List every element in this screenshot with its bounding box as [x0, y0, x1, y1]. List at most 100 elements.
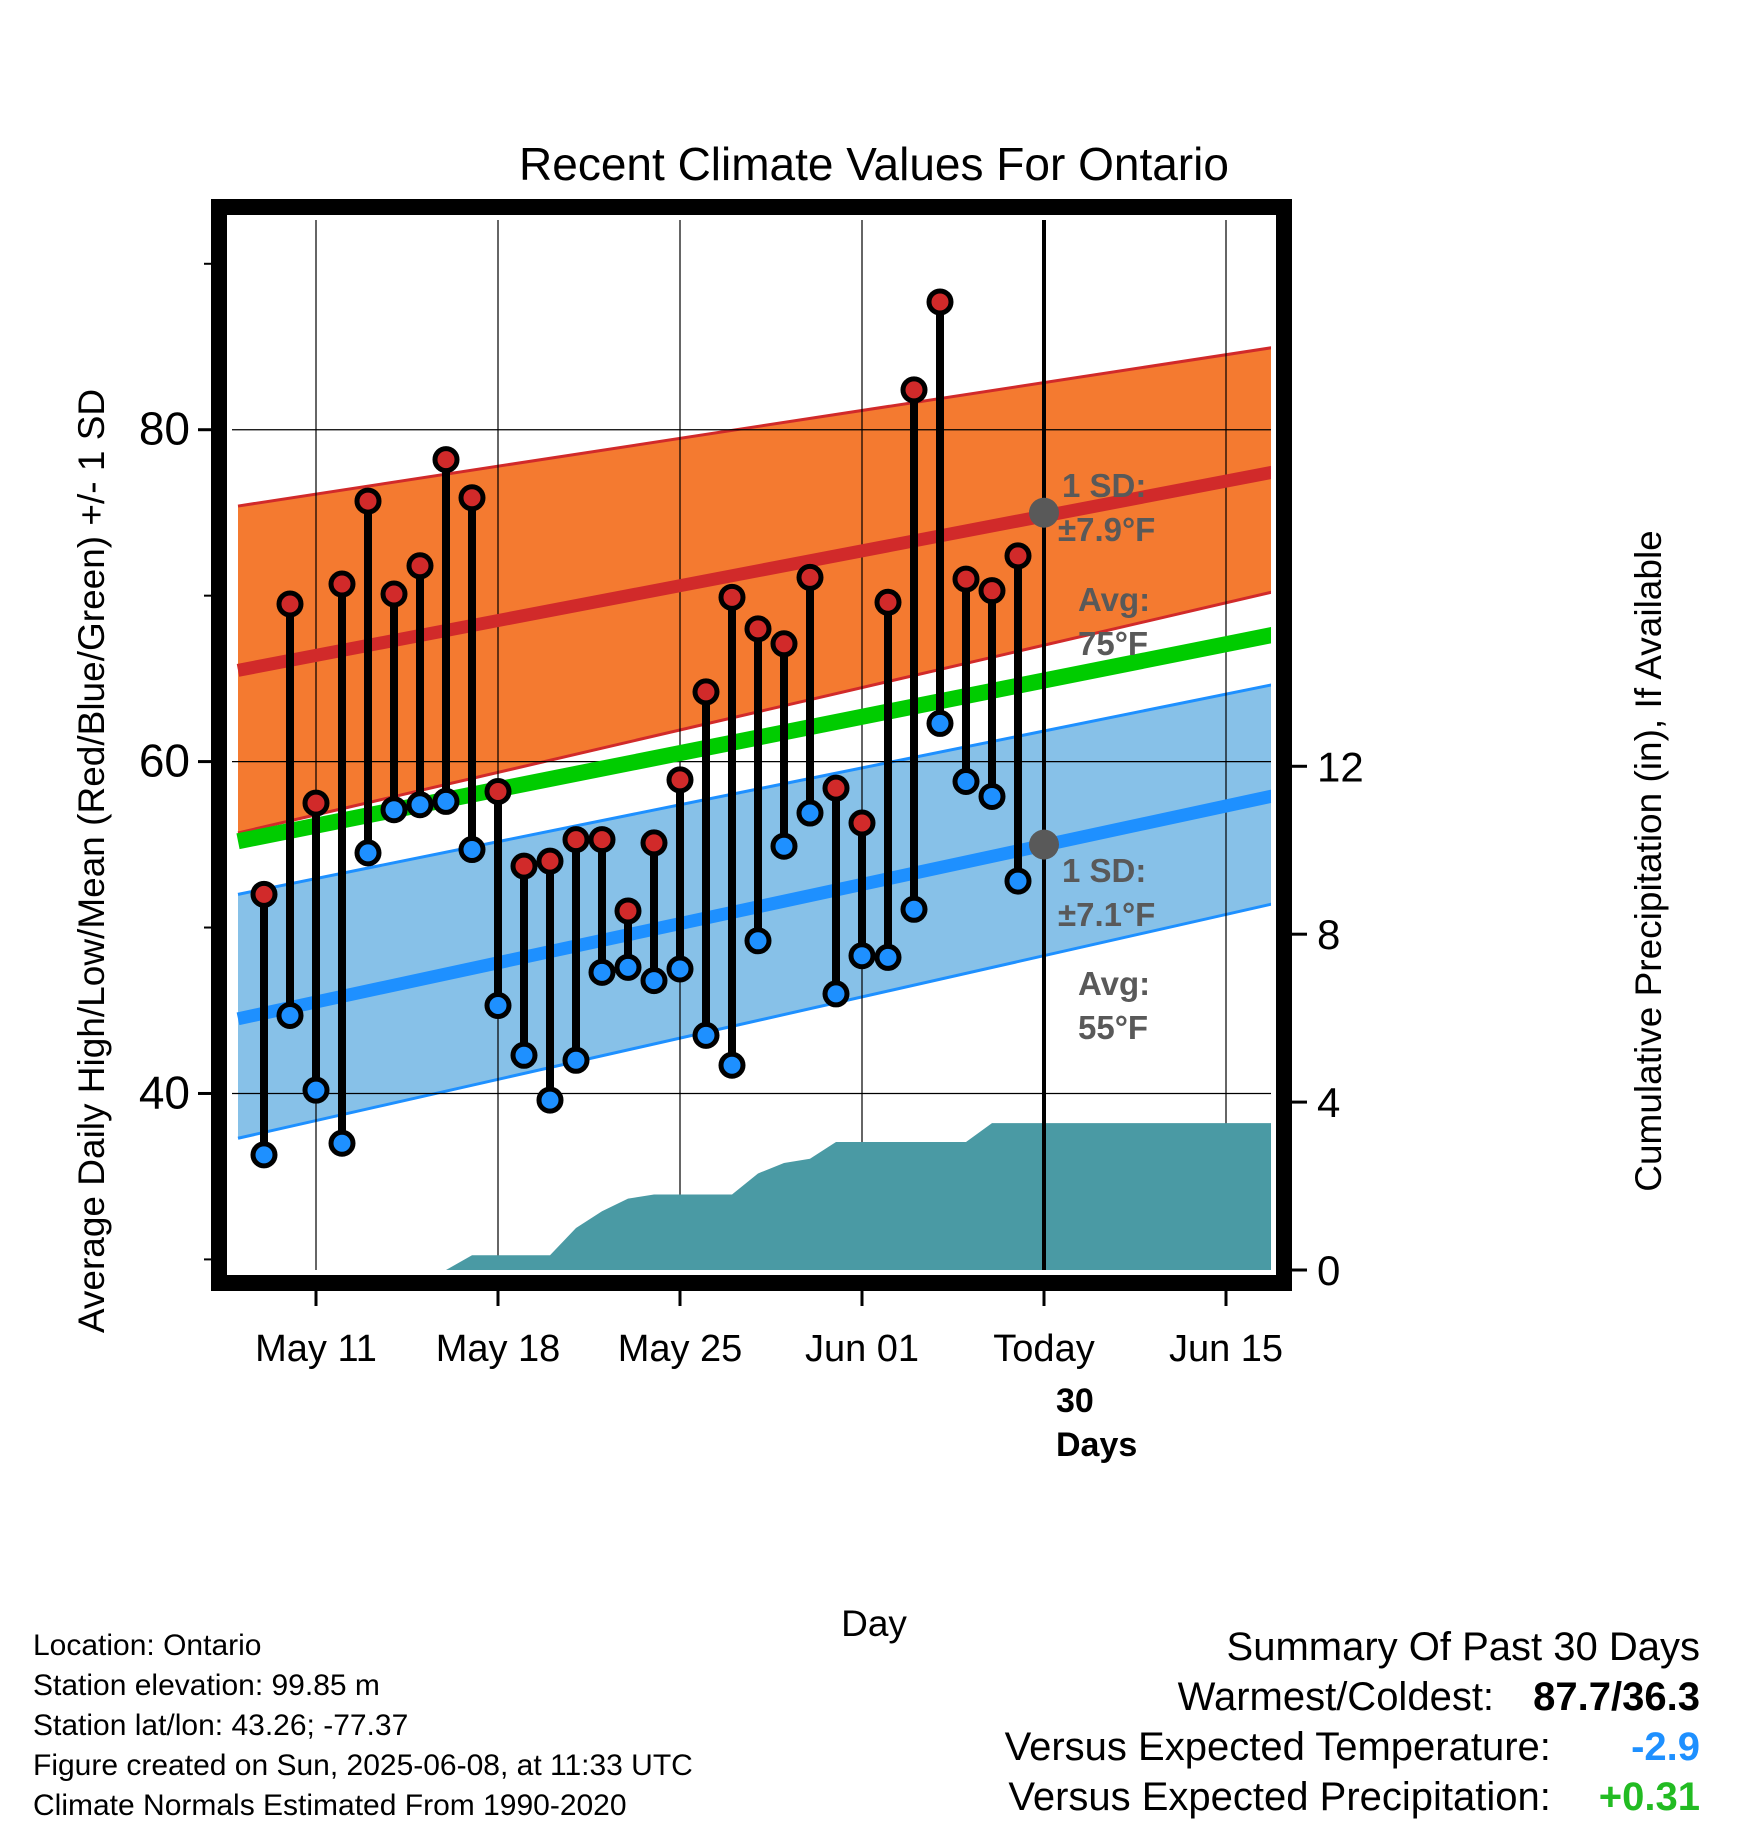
location-text: Location: Ontario	[33, 1629, 262, 1662]
daily-low-point	[874, 943, 902, 971]
chart-title: Recent Climate Values For Ontario	[519, 138, 1229, 190]
daily-low-point	[770, 832, 798, 860]
daily-high-point	[380, 580, 408, 608]
today-low-avg-marker	[1029, 829, 1059, 860]
daily-low-point	[744, 927, 772, 955]
plot-frame	[211, 199, 1292, 1291]
daily-low-point	[484, 992, 512, 1020]
high-sd-band	[238, 347, 1271, 833]
daily-high-point	[328, 570, 356, 598]
daily-low-point	[432, 787, 460, 815]
daily-high-point	[588, 826, 616, 854]
daily-low-point	[510, 1041, 538, 1069]
x-tick-label: May 25	[618, 1328, 743, 1370]
high-avg-label: Avg:	[1078, 581, 1150, 618]
plot-area: 1 SD: ±7.9°F Avg: 75°F 1 SD: ±7.1°F Avg: 55°F 30…	[139, 199, 1364, 1464]
daily-low-point	[302, 1076, 330, 1104]
y-axis-left-label: Average Daily High/Low/Mean (Red/Blue/Gr…	[71, 389, 112, 1333]
daily-high-point	[354, 487, 382, 515]
station-info: Location: Ontario Station elevation: 99.…	[33, 1626, 693, 1826]
daily-low-point	[718, 1051, 746, 1079]
low-sd-value: ±7.1°F	[1058, 896, 1155, 933]
low-sd-label: 1 SD:	[1062, 852, 1146, 889]
daily-low-point	[640, 967, 668, 995]
x-tick-label: May 11	[255, 1328, 377, 1370]
precip-departure-row: Versus Expected Precipitation: +0.31	[1005, 1772, 1700, 1822]
warmest-coldest-value: 87.7/36.3	[1533, 1675, 1700, 1719]
y-left-tick-label: 60	[139, 735, 190, 787]
summary-title: Summary Of Past 30 Days	[1226, 1625, 1700, 1669]
avg-high-line	[236, 465, 1271, 677]
daily-low-point	[926, 709, 954, 737]
daily-low-point	[614, 953, 642, 981]
low-avg-label: Avg:	[1078, 965, 1150, 1002]
y-right-tick-label: 4	[1317, 1079, 1340, 1126]
today-high-avg-marker	[1029, 497, 1059, 528]
x-tick-label: Jun 01	[805, 1328, 919, 1370]
daily-high-point	[718, 583, 746, 611]
daily-low-point	[536, 1086, 564, 1114]
warmest-coldest-label: Warmest/Coldest:	[1177, 1675, 1495, 1719]
daily-high-point	[250, 880, 278, 908]
y-right-tick-label: 0	[1317, 1247, 1340, 1294]
daily-high-point	[666, 766, 694, 794]
daily-high-point	[900, 376, 928, 404]
high-avg-value: 75°F	[1078, 625, 1148, 662]
daily-low-point	[588, 958, 616, 986]
daily-high-point	[926, 288, 954, 316]
daily-high-point	[692, 678, 720, 706]
daily-high-point	[874, 588, 902, 616]
daily-low-point	[380, 796, 408, 824]
low-sd-band-lower-edge	[237, 902, 1271, 1140]
daily-high-point	[640, 829, 668, 857]
normals-text: Climate Normals Estimated From 1990-2020	[33, 1789, 627, 1822]
temp-departure-row: Versus Expected Temperature: -2.9	[1005, 1722, 1700, 1772]
daily-high-point	[276, 590, 304, 618]
temp-departure-label: Versus Expected Temperature:	[1004, 1725, 1551, 1769]
daily-high-point	[484, 777, 512, 805]
daily-low-point	[406, 791, 434, 819]
y-axis-right-label: Cumulative Precipitation (in), If Availa…	[1628, 530, 1669, 1192]
daily-low-point	[458, 836, 486, 864]
daily-high-point	[952, 565, 980, 593]
created-text: Figure created on Sun, 2025-06-08, at 11…	[33, 1749, 693, 1782]
y-left-tick-label: 40	[139, 1066, 190, 1118]
warmest-coldest-row: Warmest/Coldest: 87.7/36.3	[1005, 1672, 1700, 1722]
daily-low-point	[848, 942, 876, 970]
precip-departure-label: Versus Expected Precipitation:	[1008, 1775, 1551, 1819]
latlon-text: Station lat/lon: 43.26; -77.37	[33, 1709, 409, 1742]
daily-high-point	[770, 630, 798, 658]
high-sd-label: 1 SD:	[1062, 467, 1146, 504]
daily-high-point	[614, 897, 642, 925]
daily-high-point	[302, 789, 330, 817]
temp-departure-value: -2.9	[1631, 1725, 1700, 1769]
daily-low-point	[978, 782, 1006, 810]
y-left-tick-label: 80	[139, 403, 190, 455]
x-tick-label: Jun 15	[1169, 1328, 1283, 1370]
daily-high-point	[822, 774, 850, 802]
daily-low-point	[562, 1046, 590, 1074]
daily-high-point	[848, 809, 876, 837]
daily-high-point	[536, 847, 564, 875]
daily-low-point	[796, 799, 824, 827]
daily-high-point	[432, 446, 460, 474]
window-days-unit: Days	[1056, 1426, 1137, 1464]
low-avg-value: 55°F	[1078, 1009, 1148, 1046]
plot-inner	[232, 220, 1271, 1270]
y-right-tick-label: 8	[1317, 911, 1340, 958]
daily-low-point	[952, 768, 980, 796]
precip-area	[446, 1123, 1271, 1270]
summary-panel: Summary Of Past 30 Days Warmest/Coldest:…	[1005, 1622, 1700, 1822]
daily-high-point	[406, 552, 434, 580]
window-days-number: 30	[1056, 1382, 1094, 1420]
daily-low-point	[354, 839, 382, 867]
daily-low-point	[328, 1129, 356, 1157]
x-axis-label: Day	[841, 1603, 907, 1644]
precip-departure-value: +0.31	[1598, 1775, 1700, 1819]
y-right-tick-label: 12	[1317, 743, 1364, 790]
daily-high-point	[978, 577, 1006, 605]
daily-high-point	[796, 563, 824, 591]
daily-high-point	[510, 852, 538, 880]
daily-low-point	[822, 980, 850, 1008]
